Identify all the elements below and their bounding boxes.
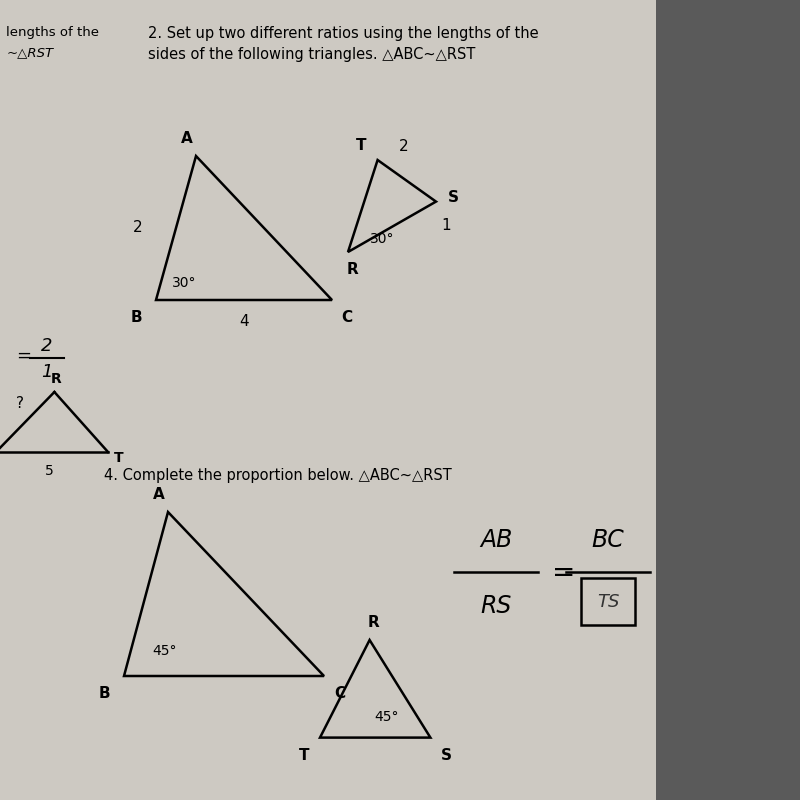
Text: R: R [50, 372, 62, 386]
Text: 1: 1 [442, 218, 451, 233]
Text: ~△RST: ~△RST [6, 46, 54, 59]
Text: AB: AB [480, 528, 512, 552]
Text: C: C [334, 686, 346, 701]
Text: B: B [98, 686, 110, 701]
Text: T: T [114, 450, 123, 465]
Text: 2: 2 [398, 139, 408, 154]
Text: 4. Complete the proportion below. △ABC~△RST: 4. Complete the proportion below. △ABC~△… [104, 468, 452, 483]
FancyBboxPatch shape [0, 0, 656, 800]
Text: C: C [341, 310, 352, 325]
Text: 2. Set up two different ratios using the lengths of the
sides of the following t: 2. Set up two different ratios using the… [148, 26, 538, 62]
Text: B: B [130, 310, 142, 325]
Text: TS: TS [597, 593, 619, 610]
Text: 30°: 30° [172, 275, 197, 290]
Text: A: A [153, 487, 164, 502]
Text: ?: ? [16, 397, 24, 411]
Text: 45°: 45° [374, 710, 399, 724]
Text: R: R [368, 615, 379, 630]
Text: =: = [552, 558, 576, 587]
Text: 45°: 45° [152, 643, 177, 658]
Text: 5: 5 [46, 464, 54, 478]
Bar [581, 578, 635, 625]
Text: =: = [16, 347, 31, 365]
Text: RS: RS [480, 594, 512, 618]
Text: R: R [346, 262, 358, 277]
Text: 2: 2 [41, 337, 52, 354]
Text: A: A [181, 131, 192, 146]
Text: BC: BC [592, 528, 624, 552]
Text: 1: 1 [41, 363, 52, 381]
Text: 4: 4 [239, 314, 249, 329]
Text: 30°: 30° [370, 232, 394, 246]
Text: T: T [356, 138, 367, 153]
Text: lengths of the: lengths of the [6, 26, 99, 38]
Text: T: T [298, 748, 310, 762]
Text: 2: 2 [133, 221, 142, 235]
Text: S: S [441, 748, 452, 762]
Text: S: S [448, 190, 459, 205]
